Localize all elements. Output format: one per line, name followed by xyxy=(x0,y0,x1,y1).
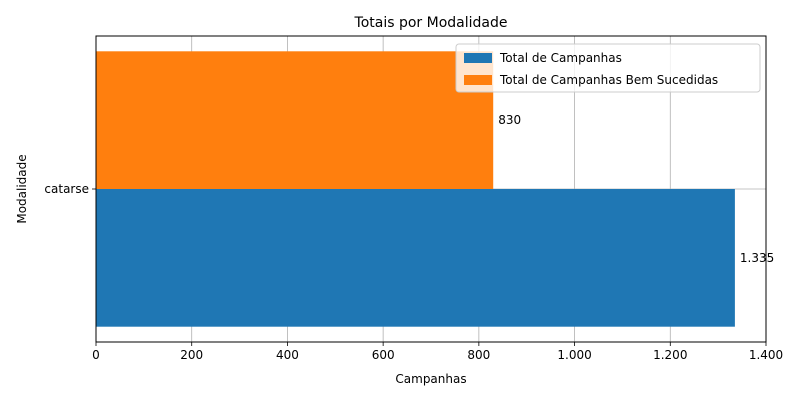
y-tick-label: catarse xyxy=(44,182,89,196)
chart-title: Totais por Modalidade xyxy=(354,15,508,31)
bar-value-label: 830 xyxy=(498,113,521,127)
bar-value-label: 1.335 xyxy=(740,251,774,265)
bar xyxy=(96,51,494,189)
x-axis-ticks: 0 200 400 600 800 1.000 1.200 1.400 xyxy=(92,342,783,362)
data-labels: 1.335 830 xyxy=(498,113,774,265)
bar xyxy=(96,189,735,327)
legend-entry: Total de Campanhas Bem Sucedidas xyxy=(499,73,718,87)
bars xyxy=(96,51,735,327)
x-tick-label: 200 xyxy=(180,348,203,362)
x-tick-label: 800 xyxy=(467,348,490,362)
legend: Total de Campanhas Total de Campanhas Bem… xyxy=(455,43,761,93)
x-tick-label: 1.200 xyxy=(653,348,687,362)
x-tick-label: 1.400 xyxy=(749,348,783,362)
legend-swatch xyxy=(464,53,492,63)
x-tick-label: 400 xyxy=(276,348,299,362)
y-axis-label: Modalidade xyxy=(15,154,29,223)
x-axis-label: Campanhas xyxy=(395,372,466,386)
x-tick-label: 0 xyxy=(92,348,100,362)
x-tick-label: 1.000 xyxy=(557,348,591,362)
legend-swatch xyxy=(464,75,492,85)
x-tick-label: 600 xyxy=(372,348,395,362)
y-axis-ticks: catarse xyxy=(44,182,96,196)
legend-entry: Total de Campanhas xyxy=(499,51,622,65)
legend-box xyxy=(455,43,761,93)
